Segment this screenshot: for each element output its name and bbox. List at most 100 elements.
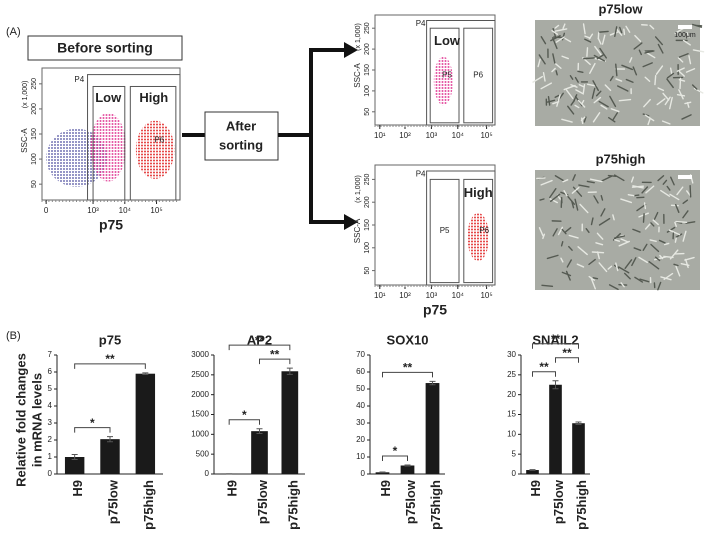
y-tick-label: 150 [364,219,371,231]
event-cloud [433,56,453,106]
x-tick-label: 10³ [426,131,438,140]
cell [598,262,608,273]
cell [684,258,689,269]
chart-title: p75 [99,332,121,347]
cell [654,36,664,46]
cell [689,185,692,198]
y-tick-label: 10 [356,452,365,461]
cell [692,23,703,28]
cell [532,75,543,83]
cell [633,42,643,50]
cell [555,70,558,76]
x-tick-label: p75high [574,480,589,530]
cell [658,239,666,244]
cell [542,72,546,82]
gate [429,178,460,284]
y-tick-label: 0 [48,469,53,478]
cell [620,198,633,204]
gate-label: High [139,90,168,105]
y-tick-label: 250 [364,173,371,185]
significance-bracket [555,357,579,363]
y-tick-label: 0 [361,469,366,478]
gate-label: Low [95,90,122,105]
y-tick-label: 100 [364,85,371,97]
cell [631,257,637,267]
cell [614,239,621,242]
x-tick-label: 10¹ [374,291,386,300]
cell [577,246,588,256]
significance-label: * [242,408,247,422]
x-tick-label: 10³ [426,291,438,300]
y-tick-label: 20 [507,390,516,399]
cell [669,193,680,201]
significance-label: * [393,444,398,458]
cell [684,256,695,261]
cell [590,217,594,226]
x-tick-label: 0 [44,206,49,215]
x-tick-label: 10² [399,291,411,300]
x-tick-label: H9 [70,480,85,497]
cell [686,190,691,197]
cell [540,179,553,186]
cell [647,117,652,126]
cell [612,232,621,241]
cell [634,276,644,283]
cell [540,82,553,90]
cell [664,96,671,106]
cell [595,90,602,97]
cell [570,84,578,88]
cell [596,53,605,60]
cell [592,277,599,280]
x-tick-label: 10¹ [374,131,386,140]
cell [574,104,580,109]
cell [661,120,671,125]
y-label-line: Relative fold changes [13,353,28,487]
gate [463,27,494,124]
x-tick-label: H9 [528,480,543,497]
cell [684,101,692,105]
cell [639,278,650,283]
x-tick-label: 10⁴ [119,206,132,215]
cell [555,36,565,43]
y-label-line: in mRNA levels [29,373,44,467]
cell [579,203,589,214]
cell [650,222,655,227]
cell [681,114,692,120]
cell [604,84,612,92]
significance-label: ** [539,360,549,374]
cell [621,64,634,71]
cell [538,54,546,65]
y-tick-label: 50 [31,180,38,188]
cell [572,174,576,181]
cell [692,49,705,53]
cell [538,227,544,237]
y-tick-label: 2 [48,435,53,444]
y-tick-label: 1500 [191,410,209,419]
cell [615,28,623,36]
cell [552,27,557,39]
significance-label: ** [105,352,115,366]
significance-bracket [532,371,556,377]
cell [608,116,616,123]
cell [685,221,696,224]
error-bar [404,464,411,467]
y-tick-label: 15 [507,410,516,419]
cell [645,185,655,194]
gate-label: P6 [479,226,489,235]
y-tick-label: 10 [507,429,516,438]
cell [585,228,590,234]
cell [554,62,562,69]
cell [566,259,572,268]
cell [634,34,642,42]
bar [526,470,539,474]
cell [565,270,571,281]
y-axis-label: SSC-A [353,63,362,88]
significance-bracket [74,363,146,369]
cell [678,53,689,58]
cell [562,23,566,30]
y-tick-label: 3000 [191,350,209,359]
cell [676,186,684,196]
error-bar [429,380,436,386]
gate-label: High [464,185,493,200]
cell [649,24,655,30]
